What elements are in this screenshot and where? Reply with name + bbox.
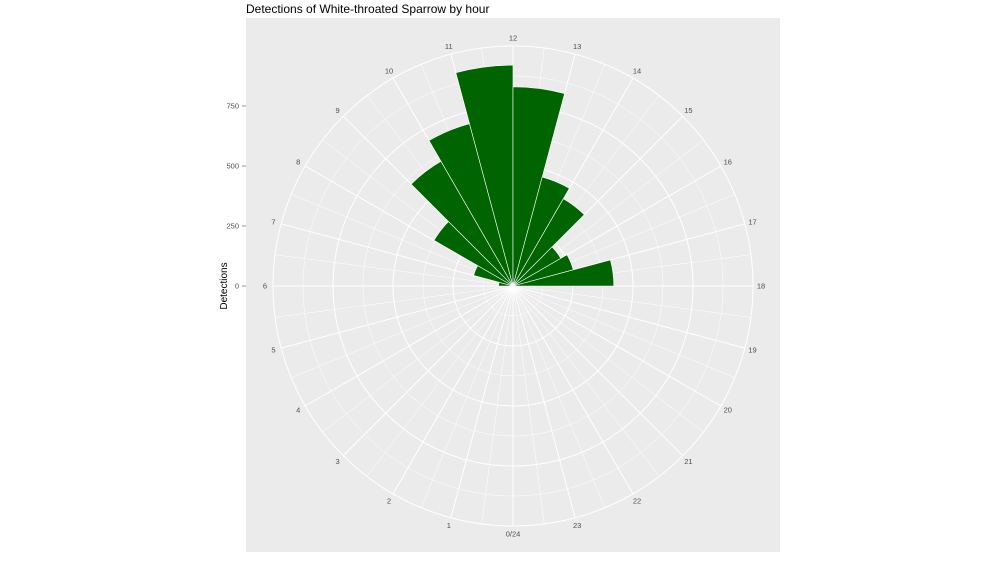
angle-label: 19 (748, 346, 756, 355)
radial-ticks-layer: 0 250 500 750 (226, 102, 246, 291)
angle-label: 5 (271, 346, 275, 355)
angle-label: 21 (684, 457, 692, 466)
radial-tick-label: 0 (235, 282, 239, 291)
angle-labels-layer: 0/24123456789101112131415161718192021222… (263, 34, 765, 539)
bar-hour-11 (455, 64, 514, 287)
angle-label: 4 (296, 406, 300, 415)
angle-label: 11 (445, 42, 453, 51)
angle-label: 18 (757, 282, 765, 291)
bar-hour-17 (512, 259, 615, 287)
angle-label: 8 (296, 158, 300, 167)
angle-label: 7 (271, 217, 275, 226)
bars-layer (410, 64, 615, 287)
chart-title: Detections of White-throated Sparrow by … (246, 2, 490, 16)
angle-label: 1 (447, 521, 451, 530)
angle-label: 10 (385, 67, 393, 76)
angle-label: 16 (724, 158, 732, 167)
angle-label: 17 (748, 217, 756, 226)
angle-label: 9 (336, 106, 340, 115)
angle-label: 14 (633, 67, 641, 76)
angle-label: 3 (336, 457, 340, 466)
angle-label: 13 (573, 42, 581, 51)
radial-tick-label: 500 (226, 162, 239, 171)
radial-tick-label: 250 (226, 222, 239, 231)
angle-label: 6 (263, 282, 267, 291)
angle-label: 22 (633, 496, 641, 505)
angle-label: 23 (573, 521, 581, 530)
y-axis-title: Detections (219, 262, 230, 309)
angle-label: 20 (724, 406, 732, 415)
angle-label: 2 (387, 496, 391, 505)
angle-label: 15 (684, 106, 692, 115)
bar-hour-14 (512, 198, 585, 287)
radial-tick-label: 750 (226, 102, 239, 111)
bar-hour-13 (512, 176, 570, 287)
angle-label: 0/24 (506, 530, 521, 539)
grid-major-ring (272, 45, 754, 527)
angle-label: 12 (509, 34, 517, 43)
bar-hour-12 (512, 86, 565, 287)
